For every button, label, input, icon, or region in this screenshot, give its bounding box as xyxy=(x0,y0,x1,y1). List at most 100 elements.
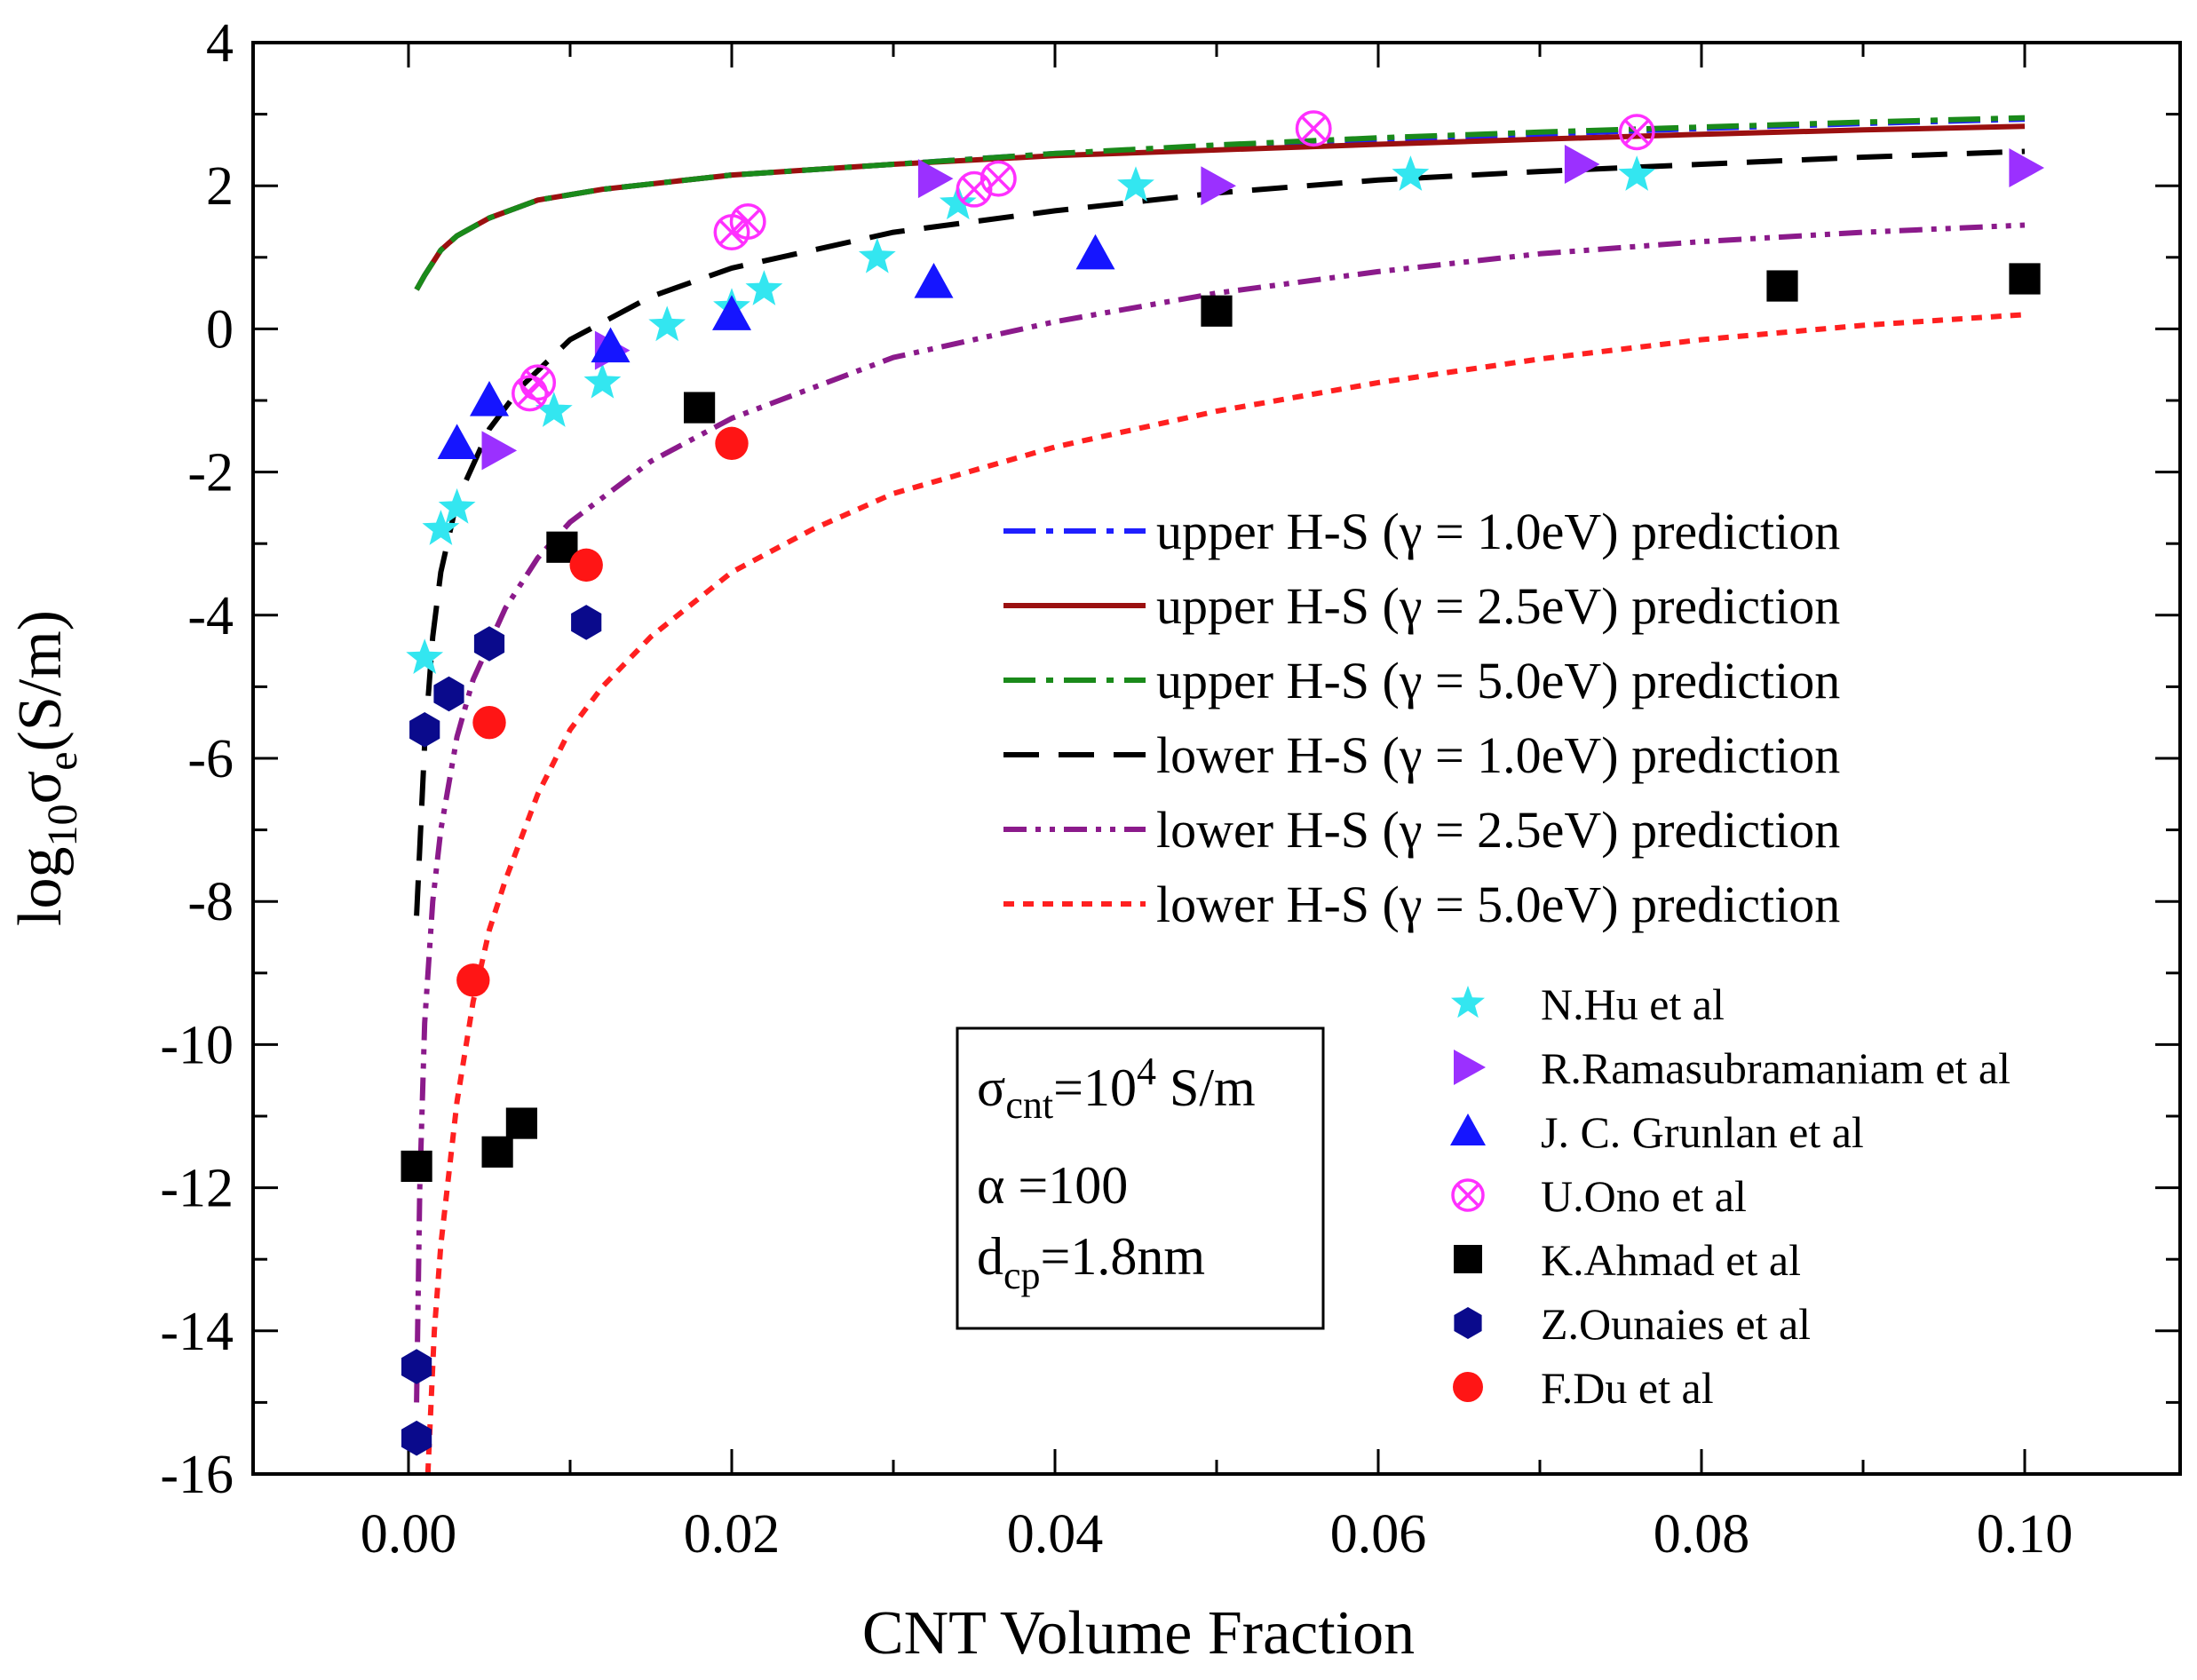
point-r-ramasubramaniam-et-al xyxy=(2009,148,2044,188)
y-tick-label: 4 xyxy=(206,13,234,74)
curve-lower-h-s-5-0ev-prediction xyxy=(424,312,2026,1475)
y-tick-label: -12 xyxy=(160,1159,234,1219)
point-n-hu-et-al xyxy=(1392,155,1430,191)
legend-marker-j-c-grunlan-et-al xyxy=(1450,1113,1486,1145)
point-k-ahmad-et-al xyxy=(401,1150,432,1183)
point-j-c-grunlan-et-al xyxy=(1075,234,1115,270)
point-f-du-et-al xyxy=(456,963,490,997)
parameter-box: σcnt=104 S/m α =100 dcp=1.8nm xyxy=(956,1026,1325,1330)
point-u-ono-et-al xyxy=(520,364,557,401)
legend-marker-r-ramasubramaniam-et-al xyxy=(1454,1050,1486,1085)
point-u-ono-et-al-cross xyxy=(718,219,745,246)
series-u-ono-et-al xyxy=(512,110,1655,412)
series-f-du-et-al xyxy=(456,426,749,997)
legend-label-upper-h-s-5-0ev-prediction: upper H-S (γ = 5.0eV) prediction xyxy=(1156,652,1840,709)
point-z-ounaies-et-al xyxy=(401,1349,432,1384)
legend-label-n-hu-et-al: N.Hu et al xyxy=(1541,979,1725,1029)
point-r-ramasubramaniam-et-al xyxy=(481,431,518,471)
series-j-c-grunlan-et-al xyxy=(437,234,1115,459)
legend-label-r-ramasubramaniam-et-al: R.Ramasubramaniam et al xyxy=(1541,1043,2011,1093)
series-r-ramasubramaniam-et-al xyxy=(481,145,2044,471)
y-tick-label: -14 xyxy=(160,1302,234,1362)
legend-label-k-ahmad-et-al: K.Ahmad et al xyxy=(1541,1235,1801,1285)
legend-label-z-ounaies-et-al: Z.Ounaies et al xyxy=(1541,1299,1811,1349)
x-tick-label: 0.10 xyxy=(1977,1504,2074,1565)
legend-label-lower-h-s-5-0ev-prediction: lower H-S (γ = 5.0eV) prediction xyxy=(1156,876,1840,933)
parameter-box-frame xyxy=(956,1026,1325,1330)
curve-lower-h-s-1-0ev-prediction xyxy=(414,148,2026,916)
param-sigma-cnt: σcnt=104 S/m xyxy=(977,1050,1256,1127)
point-j-c-grunlan-et-al xyxy=(437,424,477,459)
point-n-hu-et-al xyxy=(1117,166,1154,202)
legend-label-j-c-grunlan-et-al: J. C. Grunlan et al xyxy=(1541,1107,1864,1157)
point-z-ounaies-et-al xyxy=(433,676,464,712)
legend-label-u-ono-et-al: U.Ono et al xyxy=(1541,1171,1747,1221)
point-k-ahmad-et-al xyxy=(1201,295,1233,327)
point-n-hu-et-al xyxy=(745,270,783,305)
point-u-ono-et-al-cross xyxy=(1623,119,1650,146)
point-u-ono-et-al xyxy=(956,170,993,208)
y-tick-label: 2 xyxy=(206,156,234,217)
legend-experimental: N.Hu et al R.Ramasubramaniam et al J. C. G… xyxy=(1450,979,2011,1413)
point-u-ono-et-al-ring xyxy=(980,160,1017,197)
point-j-c-grunlan-et-al xyxy=(470,381,509,416)
point-u-ono-et-al-ring xyxy=(1618,114,1655,151)
series-k-ahmad-et-al xyxy=(401,263,2041,1183)
legend-label-lower-h-s-2-5ev-prediction: lower H-S (γ = 2.5eV) prediction xyxy=(1156,801,1840,859)
x-tick-label: 0.08 xyxy=(1654,1504,1750,1565)
point-r-ramasubramaniam-et-al xyxy=(1564,145,1600,185)
x-tick-label: 0.06 xyxy=(1330,1504,1427,1565)
legend-label-lower-h-s-1-0ev-prediction: lower H-S (γ = 1.0eV) prediction xyxy=(1156,726,1840,784)
point-r-ramasubramaniam-et-al xyxy=(1201,166,1236,206)
point-j-c-grunlan-et-al xyxy=(591,327,631,363)
point-u-ono-et-al-ring xyxy=(520,364,557,401)
legend-label-upper-h-s-1-0ev-prediction: upper H-S (γ = 1.0eV) prediction xyxy=(1156,503,1840,560)
point-u-ono-et-al-cross xyxy=(525,369,551,396)
point-n-hu-et-al xyxy=(1618,155,1656,191)
y-axis-title: log10σe(S/m) xyxy=(6,610,86,926)
legend-marker-f-du-et-al xyxy=(1453,1372,1483,1402)
y-tick-label: -10 xyxy=(160,1015,234,1075)
point-k-ahmad-et-al xyxy=(684,392,716,424)
y-tick-label: -8 xyxy=(187,872,234,932)
point-u-ono-et-al-ring xyxy=(512,375,548,412)
x-tick-label: 0.02 xyxy=(684,1504,781,1565)
point-u-ono-et-al-ring xyxy=(729,203,766,240)
legend-label-f-du-et-al: F.Du et al xyxy=(1541,1363,1714,1413)
point-k-ahmad-et-al xyxy=(1766,270,1798,302)
point-n-hu-et-al xyxy=(438,487,476,524)
point-j-c-grunlan-et-al xyxy=(712,295,751,330)
curve-upper-h-s-1-0ev-prediction xyxy=(414,116,2026,291)
legend-marker-k-ahmad-et-al xyxy=(1454,1245,1482,1273)
point-u-ono-et-al xyxy=(1295,110,1332,147)
point-r-ramasubramaniam-et-al xyxy=(917,159,954,199)
point-n-hu-et-al xyxy=(535,392,573,427)
point-n-hu-et-al xyxy=(583,362,622,399)
point-f-du-et-al xyxy=(715,426,749,461)
legend-label-upper-h-s-2-5ev-prediction: upper H-S (γ = 2.5eV) prediction xyxy=(1156,577,1840,635)
point-u-ono-et-al-cross xyxy=(734,209,761,234)
point-u-ono-et-al-cross xyxy=(985,165,1011,192)
legend-marker-z-ounaies-et-al xyxy=(1454,1307,1482,1339)
param-alpha: α =100 xyxy=(977,1156,1128,1215)
point-k-ahmad-et-al xyxy=(2009,263,2041,295)
y-tick-label: -16 xyxy=(160,1445,234,1505)
point-u-ono-et-al xyxy=(1618,114,1655,151)
x-tick-label: 0.00 xyxy=(361,1504,457,1565)
point-u-ono-et-al xyxy=(729,203,766,240)
y-tick-label: -6 xyxy=(187,729,234,789)
point-u-ono-et-al-cross xyxy=(517,380,543,407)
curve-lower-h-s-2-5ev-prediction xyxy=(414,222,2026,1403)
curve-upper-h-s-2-5ev-prediction xyxy=(414,123,2026,291)
point-n-hu-et-al xyxy=(406,638,444,674)
point-n-hu-et-al xyxy=(858,237,896,273)
point-f-du-et-al xyxy=(472,706,506,740)
point-u-ono-et-al xyxy=(980,160,1017,197)
point-k-ahmad-et-al xyxy=(481,1136,513,1168)
point-j-c-grunlan-et-al xyxy=(914,263,954,298)
curve-upper-h-s-5-0ev-prediction xyxy=(414,115,2026,291)
x-tick-label: 0.04 xyxy=(1007,1504,1104,1565)
y-tick-label: -4 xyxy=(187,586,234,646)
point-n-hu-et-al xyxy=(422,510,460,545)
x-axis-title: CNT Volume Fraction xyxy=(862,1599,1415,1668)
